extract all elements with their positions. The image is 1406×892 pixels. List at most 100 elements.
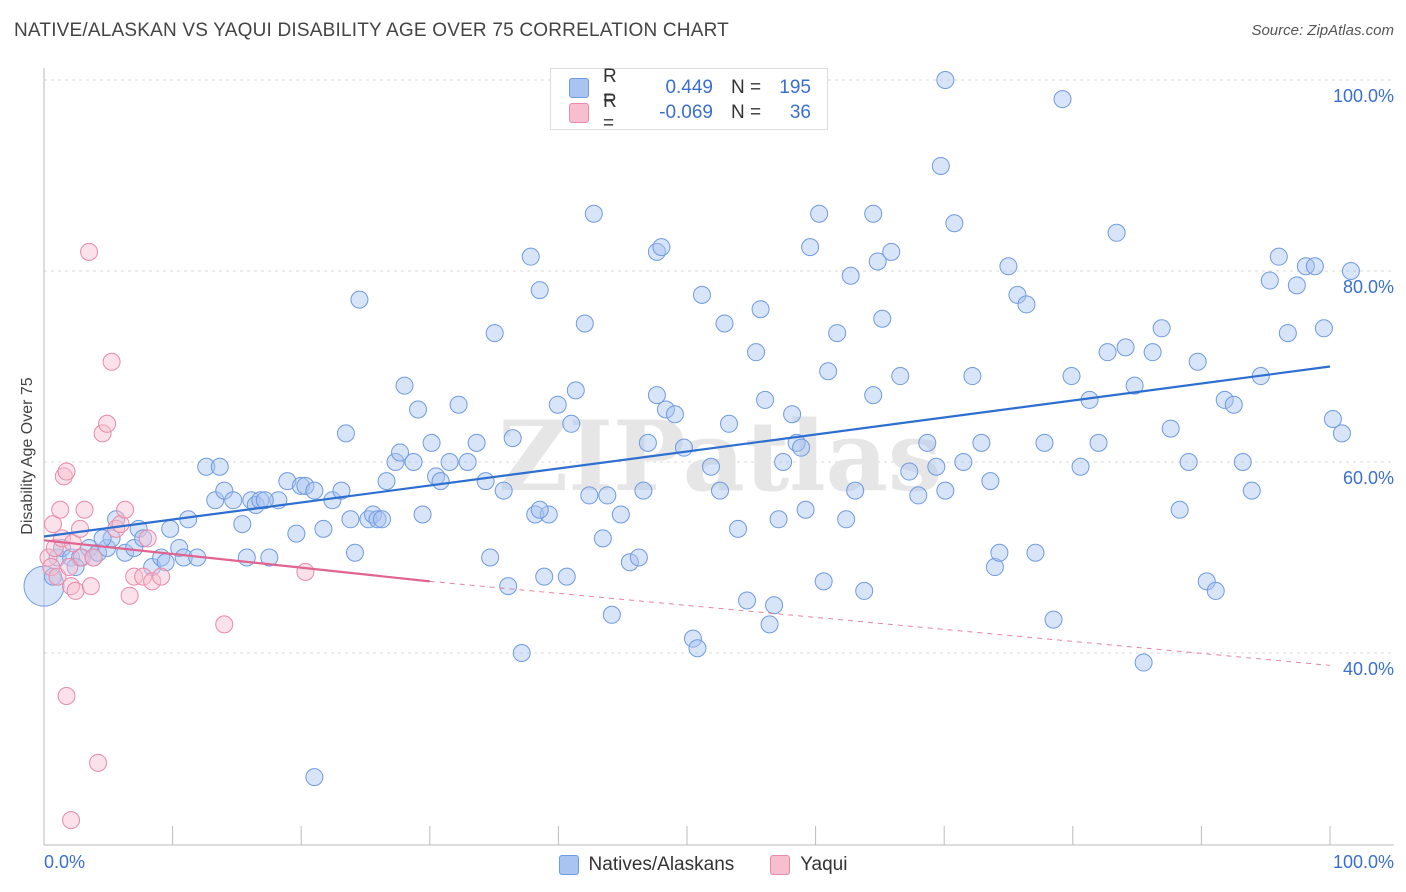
native-point [449, 395, 468, 414]
yaqui-point [48, 567, 67, 586]
native-point [864, 386, 883, 405]
source-label: Source: ZipAtlas.com [1251, 22, 1394, 39]
native-point [814, 572, 833, 591]
yaqui-point [152, 567, 171, 586]
native-point [701, 457, 720, 476]
native-point [620, 553, 639, 572]
legend-swatch-yaqui [569, 103, 589, 123]
native-point [999, 257, 1018, 276]
native-point [927, 457, 946, 476]
native-point [683, 629, 702, 648]
native-point [557, 567, 576, 586]
y-tick-label: 40.0% [1342, 659, 1394, 679]
series-legend: Natives/Alaskans Yaqui [0, 852, 1406, 878]
native-point [539, 505, 558, 524]
native-point [1008, 285, 1027, 304]
watermark: ZIPatlas [498, 400, 942, 513]
native-point [296, 476, 315, 495]
native-point [1278, 324, 1297, 343]
native-point [467, 433, 486, 452]
native-point [535, 567, 554, 586]
yaqui-point [134, 567, 153, 586]
native-point [1143, 343, 1162, 362]
native-point [652, 238, 671, 257]
native-point [792, 438, 811, 457]
yaqui-point [62, 811, 81, 830]
yaqui-point [138, 529, 157, 548]
native-point [260, 548, 279, 567]
native-point [936, 71, 955, 89]
native-point [602, 605, 621, 624]
native-point [1125, 376, 1144, 395]
native-point [891, 367, 910, 386]
yaqui-point [51, 500, 70, 519]
native-point [386, 453, 405, 471]
native-point [868, 252, 887, 271]
native-point [278, 472, 297, 491]
yaqui-point [45, 538, 64, 557]
yaqui-point [44, 515, 63, 534]
native-point [720, 414, 739, 433]
native-point [738, 591, 757, 610]
yaqui-point [93, 424, 112, 443]
legend-n-value: 36 [789, 102, 811, 123]
native-point [1305, 257, 1324, 276]
native-point [1071, 457, 1090, 476]
native-point [756, 390, 775, 409]
y-tick-label: 80.0% [1342, 277, 1394, 297]
native-point [783, 405, 802, 424]
native-point [404, 453, 423, 471]
native-point [638, 433, 657, 452]
native-point [1215, 390, 1234, 409]
native-point [1287, 276, 1306, 295]
native-point [1296, 257, 1315, 276]
native-point [936, 481, 955, 500]
native-point [521, 247, 540, 266]
native-point [769, 510, 788, 529]
native-point [729, 519, 748, 538]
yaqui-trend-extension [429, 580, 1331, 666]
native-point [1161, 419, 1180, 438]
native-point [873, 309, 892, 328]
legend-r-value: 0.449 [665, 77, 713, 98]
native-point [1062, 367, 1081, 386]
native-point [1224, 395, 1243, 414]
native-point [593, 529, 612, 548]
native-point [503, 429, 522, 448]
yaqui-point [143, 572, 162, 591]
native-point [1044, 610, 1063, 629]
native-point [1053, 90, 1072, 109]
native-point [665, 405, 684, 424]
native-point [598, 486, 617, 505]
native-point [1242, 481, 1261, 500]
legend-r-label: R = [603, 66, 617, 109]
native-point [512, 644, 531, 662]
native-point [161, 519, 180, 538]
native-point [255, 491, 274, 510]
native-point [1206, 581, 1225, 600]
native-point [566, 381, 585, 400]
yaqui-point [215, 615, 234, 634]
legend-row-yaqui: R = -0.069 N = 36 [569, 91, 811, 134]
native-point [1269, 247, 1288, 266]
native-point [458, 453, 477, 471]
yaqui-point [54, 467, 73, 486]
stats-legend: R = 0.449 N = 195 R = -0.069 N = 36 [550, 66, 828, 134]
yaqui-point [42, 558, 61, 577]
native-point [499, 577, 518, 596]
native-point [409, 400, 428, 419]
native-point [422, 433, 441, 452]
legend-item-natives: Natives/Alaskans [558, 854, 734, 876]
native-point [395, 376, 414, 395]
native-point [413, 505, 432, 524]
x-tick-label-max: 100.0% [1332, 852, 1394, 872]
legend-item-yaqui: Yaqui [770, 854, 847, 876]
native-point [1026, 543, 1045, 562]
legend-swatch-yaqui [770, 855, 791, 875]
yaqui-point [296, 562, 315, 581]
native-point [345, 543, 364, 562]
native-point [210, 457, 229, 476]
native-point [197, 457, 216, 476]
native-point [341, 510, 360, 529]
native-point [494, 481, 513, 500]
